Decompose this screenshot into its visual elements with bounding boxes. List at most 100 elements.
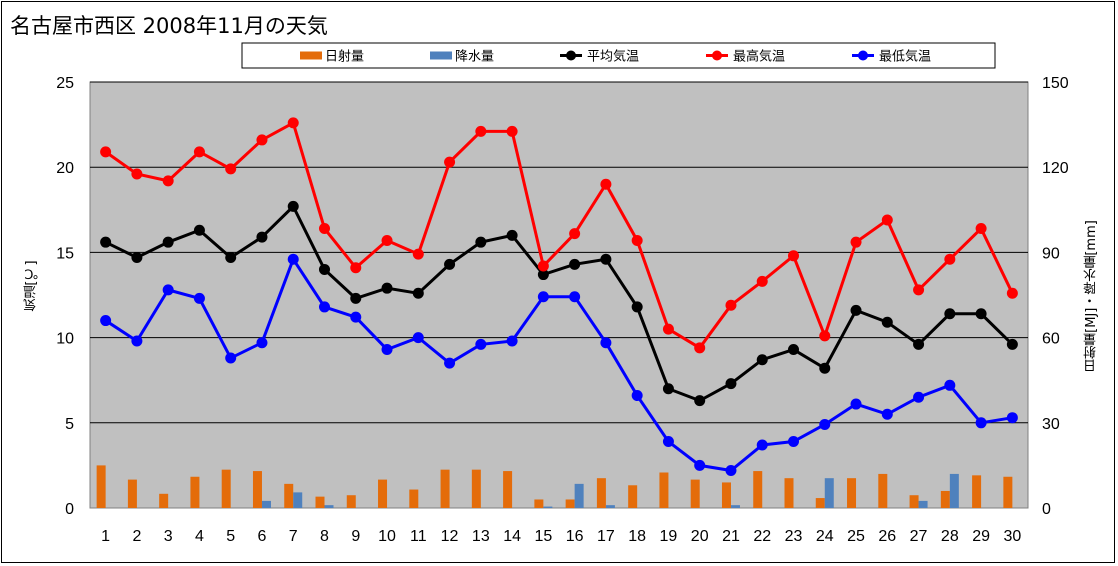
max-temp-point: [381, 234, 393, 246]
x-tick-label: 16: [566, 528, 584, 545]
plot-area: [89, 81, 1029, 509]
bar-solar: [847, 478, 857, 508]
avg-temp-point: [537, 269, 549, 281]
bar-precip: [730, 505, 740, 508]
y2-tick-label: 120: [1042, 160, 1069, 177]
x-tick-label: 5: [226, 528, 235, 545]
max-temp-point: [944, 253, 956, 265]
y-tick-label: 25: [56, 75, 74, 92]
max-temp-point: [444, 156, 456, 168]
x-tick-label: 6: [258, 528, 267, 545]
max-temp-point: [819, 330, 831, 342]
avg-temp-point: [319, 263, 330, 275]
bar-precip: [949, 473, 959, 508]
max-temp-point: [788, 250, 799, 262]
avg-temp-point: [350, 292, 362, 304]
x-tick-label: 25: [847, 528, 865, 545]
min-temp-point: [193, 292, 205, 304]
bar-solar: [878, 473, 888, 508]
avg-temp-point: [287, 200, 299, 212]
min-temp-point: [913, 391, 925, 403]
min-temp-point: [850, 398, 862, 410]
legend: 日射量 降水量 平均気温 最高気温 最低気温: [241, 42, 996, 69]
legend-swatch: [300, 51, 322, 60]
x-tick-label: 29: [972, 528, 990, 545]
x-tick-label: 17: [597, 528, 615, 545]
x-tick-label: 20: [691, 528, 709, 545]
bar-solar: [440, 469, 450, 508]
max-temp-point: [225, 163, 237, 175]
avg-temp-point: [788, 344, 799, 356]
legend-label: 平均気温: [587, 49, 639, 65]
y-tick-label: 10: [56, 331, 74, 348]
x-tick-label: 18: [628, 528, 646, 545]
avg-temp-point: [631, 301, 643, 313]
x-tick-label: 26: [878, 528, 896, 545]
y-tick-label: 20: [56, 160, 74, 177]
bar-solar: [159, 493, 169, 508]
avg-temp-point: [725, 378, 737, 390]
bar-solar: [628, 485, 638, 508]
bar-precip: [543, 506, 553, 508]
min-temp-point: [631, 390, 643, 402]
y2-tick-label: 90: [1042, 245, 1060, 262]
avg-temp-point: [256, 231, 268, 243]
min-temp-point: [162, 284, 174, 296]
min-temp-point: [319, 301, 330, 313]
min-temp-point: [944, 379, 956, 391]
bar-solar: [784, 478, 794, 508]
bar-solar: [909, 495, 919, 508]
avg-temp-point: [100, 236, 112, 248]
x-tick-label: 21: [722, 528, 740, 545]
bar-solar: [690, 479, 700, 508]
bar-solar: [190, 476, 200, 508]
bar-solar: [284, 483, 294, 508]
min-temp-point: [381, 344, 393, 356]
max-temp-point: [475, 125, 487, 137]
legend-label: 降水量: [455, 50, 494, 65]
x-tick-label: 12: [441, 528, 459, 545]
bar-solar: [815, 498, 825, 508]
avg-temp-line: [104, 203, 1014, 403]
bar-precip: [605, 505, 615, 508]
x-tick-label: 8: [320, 528, 329, 545]
x-tick-label: 30: [1003, 528, 1021, 545]
avg-temp-point: [193, 224, 205, 236]
legend-label: 最低気温: [879, 49, 931, 65]
max-temp-point: [319, 223, 330, 235]
bar-solar: [221, 469, 231, 508]
min-temp-point: [725, 465, 737, 477]
max-temp-point: [537, 260, 549, 272]
x-tick-label: 27: [910, 528, 928, 545]
bar-solar: [346, 495, 356, 508]
bar-solar: [127, 479, 137, 508]
x-tick-label: 14: [503, 528, 521, 545]
avg-temp-point: [444, 258, 456, 270]
bar-solar: [940, 490, 950, 508]
bar-solar: [378, 479, 388, 508]
max-temp-point: [631, 234, 643, 246]
bar-solar: [659, 472, 669, 508]
max-temp-point: [975, 223, 987, 235]
bar-precip: [824, 478, 834, 508]
min-temp-point: [569, 291, 581, 303]
avg-temp-point: [662, 383, 674, 395]
bar-solar: [409, 489, 419, 508]
bar-solar: [721, 482, 731, 508]
x-tick-label: 2: [132, 528, 141, 545]
legend-marker: [566, 50, 576, 61]
max-temp-point: [506, 125, 518, 137]
min-temp-point: [131, 335, 143, 347]
chart-title: 名古屋市西区 2008年11月の天気: [10, 14, 328, 38]
max-temp-line: [104, 120, 1014, 350]
y2-tick-label: 0: [1042, 501, 1051, 518]
min-temp-point: [444, 357, 456, 369]
y-tick-label: 5: [65, 416, 74, 433]
max-temp-point: [412, 248, 424, 260]
x-tick-label: 10: [378, 528, 396, 545]
avg-temp-point: [944, 308, 956, 320]
min-temp-point: [350, 311, 362, 323]
avg-temp-point: [475, 236, 487, 248]
max-temp-point: [569, 228, 581, 240]
